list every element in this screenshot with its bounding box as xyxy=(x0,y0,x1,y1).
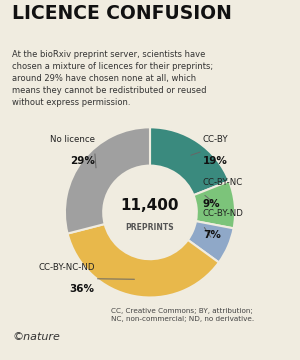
Text: CC-BY: CC-BY xyxy=(203,135,228,144)
Wedge shape xyxy=(68,224,219,297)
Text: 36%: 36% xyxy=(70,284,95,294)
Text: CC, Creative Commons; BY, attribution;
NC, non-commercial; ND, no derivative.: CC, Creative Commons; BY, attribution; N… xyxy=(111,308,254,322)
Text: 19%: 19% xyxy=(203,156,228,166)
Text: 9%: 9% xyxy=(203,199,220,209)
Text: LICENCE CONFUSION: LICENCE CONFUSION xyxy=(12,4,232,23)
Text: No licence: No licence xyxy=(50,135,95,144)
Text: CC-BY-NC-ND: CC-BY-NC-ND xyxy=(38,263,95,272)
Text: At the bioRxiv preprint server, scientists have
chosen a mixture of licences for: At the bioRxiv preprint server, scientis… xyxy=(12,50,213,107)
Text: 11,400: 11,400 xyxy=(121,198,179,213)
Wedge shape xyxy=(188,221,234,262)
Wedge shape xyxy=(65,127,150,234)
Text: CC-BY-ND: CC-BY-ND xyxy=(203,210,244,219)
Text: 29%: 29% xyxy=(70,156,95,166)
Text: PREPRINTS: PREPRINTS xyxy=(126,223,174,232)
Text: ©nature: ©nature xyxy=(12,332,60,342)
Wedge shape xyxy=(150,127,229,195)
Text: CC-BY-NC: CC-BY-NC xyxy=(203,178,243,187)
Text: 7%: 7% xyxy=(203,230,220,240)
Wedge shape xyxy=(194,181,235,228)
